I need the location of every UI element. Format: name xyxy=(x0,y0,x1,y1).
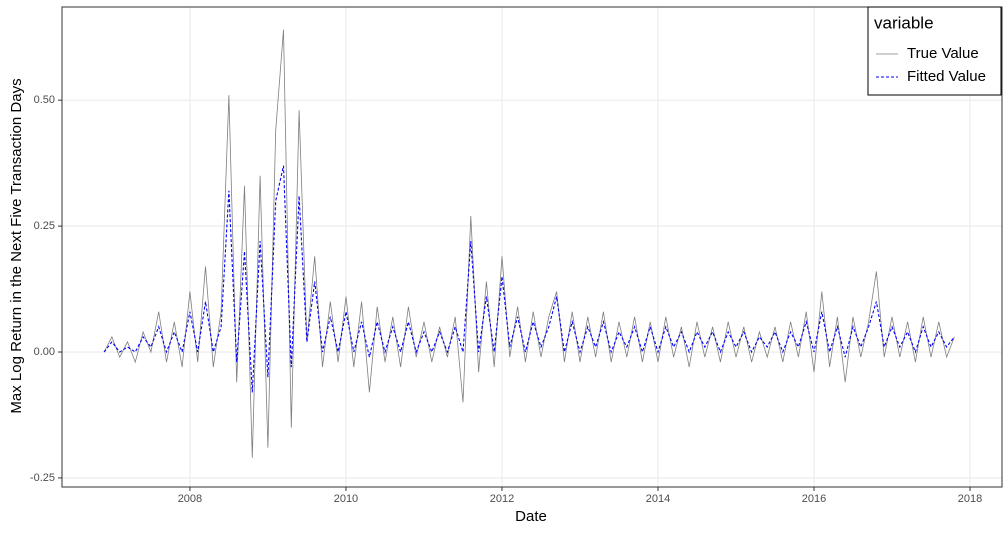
x-tick-label: 2012 xyxy=(490,493,514,505)
legend-label: True Value xyxy=(907,45,979,62)
plot-border xyxy=(61,6,1003,488)
legend-label: Fitted Value xyxy=(907,68,986,85)
legend-title: variable xyxy=(874,13,934,32)
x-tick-label: 2018 xyxy=(958,493,982,505)
series-line xyxy=(103,165,955,393)
y-tick-label: 0.00 xyxy=(34,346,55,358)
legend-box xyxy=(867,6,1002,96)
series-line xyxy=(103,29,955,458)
x-tick-label: 2016 xyxy=(802,493,826,505)
y-axis-title: Max Log Return in the Next Five Transact… xyxy=(8,78,25,413)
y-tick-label: -0.25 xyxy=(30,472,55,484)
x-tick-label: 2008 xyxy=(178,493,202,505)
x-tick-label: 2014 xyxy=(646,493,670,505)
y-tick-label: 0.50 xyxy=(34,94,55,106)
x-tick-label: 2010 xyxy=(334,493,358,505)
y-tick-label: 0.25 xyxy=(34,220,55,232)
x-axis-title: Date xyxy=(515,508,547,525)
